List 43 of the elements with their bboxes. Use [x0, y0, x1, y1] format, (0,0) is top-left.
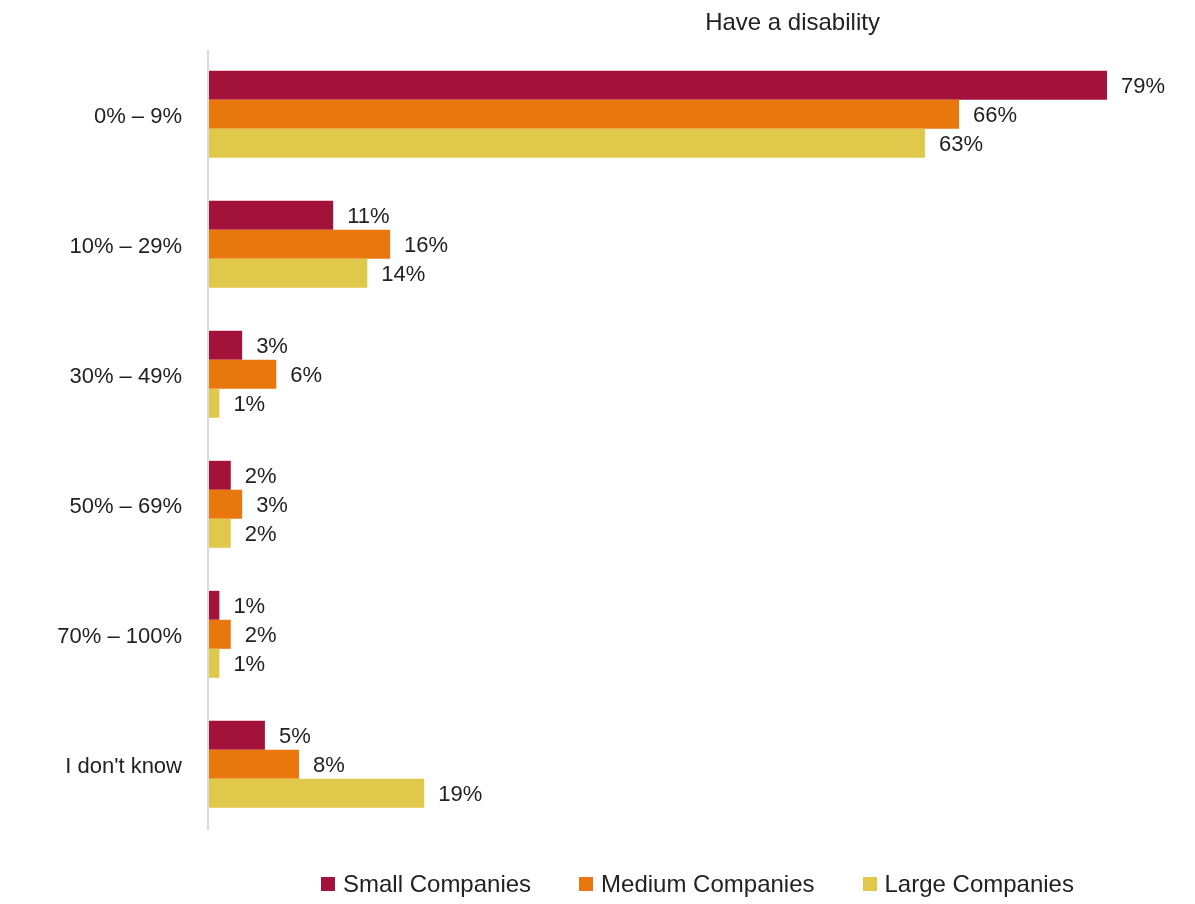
data-label: 2%	[244, 622, 277, 648]
y-tick-label: 70% – 100%	[57, 622, 182, 648]
bar	[208, 778, 425, 808]
bar	[208, 518, 231, 548]
data-label: 14%	[381, 261, 426, 287]
bar	[208, 99, 960, 129]
data-label: 1%	[233, 651, 266, 677]
data-label: 79%	[1121, 73, 1166, 99]
bar	[208, 229, 391, 259]
bar	[208, 200, 334, 230]
data-label: 11%	[347, 203, 390, 229]
y-tick-label: 10% – 29%	[69, 232, 182, 258]
y-tick-label: I don't know	[65, 752, 183, 778]
bar	[208, 258, 368, 288]
legend-label: Small Companies	[343, 870, 532, 898]
bar	[208, 489, 243, 519]
y-tick-label: 30% – 49%	[69, 362, 182, 388]
chart-title: Have a disability	[704, 8, 881, 37]
data-label: 3%	[256, 333, 288, 359]
data-label: 3%	[256, 492, 288, 518]
data-label: 66%	[973, 102, 1018, 128]
data-label: 5%	[278, 723, 311, 749]
y-tick-label: 50% – 69%	[69, 492, 182, 518]
bar	[208, 720, 265, 750]
data-label: 8%	[313, 752, 345, 778]
data-label: 63%	[938, 131, 983, 157]
bar	[208, 619, 231, 649]
data-label: 1%	[233, 391, 266, 417]
bar	[208, 128, 925, 158]
bar	[208, 749, 300, 779]
data-label: 19%	[438, 781, 483, 807]
data-label: 16%	[404, 232, 449, 258]
bar	[208, 460, 231, 490]
bar	[208, 70, 1107, 100]
data-label: 2%	[244, 463, 277, 489]
y-tick-label: 0% – 9%	[93, 102, 182, 128]
data-label: 1%	[233, 593, 266, 619]
legend-label: Large Companies	[884, 870, 1074, 898]
data-label: 6%	[290, 362, 323, 388]
bar	[208, 359, 277, 389]
bar	[208, 330, 243, 360]
legend-label: Medium Companies	[601, 870, 815, 898]
data-label: 2%	[244, 521, 277, 547]
